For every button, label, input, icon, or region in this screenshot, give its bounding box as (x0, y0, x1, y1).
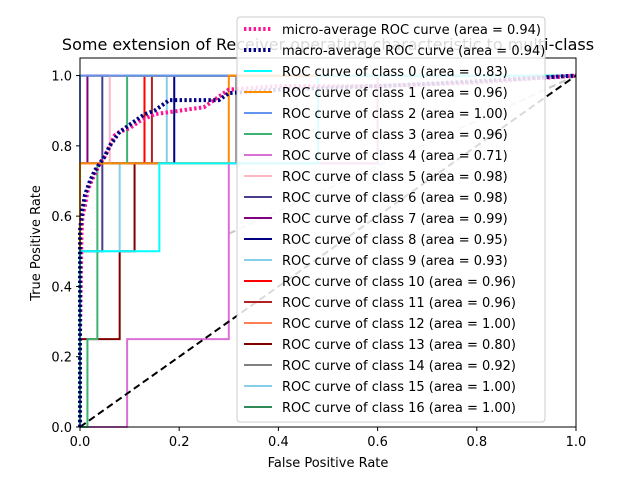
legend-box (236, 16, 546, 423)
y-tick-label: 0.6 (51, 210, 72, 225)
legend-label: ROC curve of class 15 (area = 1.00) (282, 380, 516, 395)
legend-label: ROC curve of class 14 (area = 0.92) (282, 359, 516, 374)
x-tick-label: 0.0 (70, 435, 91, 450)
y-tick-label: 1.0 (51, 70, 72, 85)
roc-curve-macro-average (78, 73, 577, 427)
y-axis-ticks: 0.0 0.2 0.4 0.6 0.8 1.0 (51, 70, 80, 436)
y-tick-label: 0.4 (51, 280, 72, 295)
legend-label: micro-average ROC curve (area = 0.94) (282, 23, 541, 38)
y-tick-label: 0.0 (51, 421, 72, 436)
x-tick-label: 1.0 (566, 435, 587, 450)
legend-label: ROC curve of class 12 (area = 1.00) (282, 317, 516, 332)
legend-label: ROC curve of class 1 (area = 0.96) (282, 86, 508, 101)
legend-label: ROC curve of class 11 (area = 0.96) (282, 296, 516, 311)
legend-label: ROC curve of class 4 (area = 0.71) (282, 149, 508, 164)
legend-label: ROC curve of class 8 (area = 0.95) (282, 233, 508, 248)
x-axis-label: False Positive Rate (268, 456, 389, 471)
legend-label: ROC curve of class 16 (area = 1.00) (282, 401, 516, 416)
legend-label: ROC curve of class 3 (area = 0.96) (282, 128, 508, 143)
x-tick-label: 0.8 (466, 435, 487, 450)
legend-label: ROC curve of class 5 (area = 0.98) (282, 170, 508, 185)
y-tick-label: 0.8 (51, 140, 72, 155)
legend-label: ROC curve of class 7 (area = 0.99) (282, 212, 508, 227)
legend-label: ROC curve of class 13 (area = 0.80) (282, 338, 516, 353)
legend-label: macro-average ROC curve (area = 0.94) (282, 44, 545, 59)
x-tick-label: 0.6 (367, 435, 388, 450)
legend-label: ROC curve of class 2 (area = 1.00) (282, 107, 508, 122)
y-axis-label: True Positive Rate (29, 185, 44, 302)
x-tick-label: 0.2 (169, 435, 190, 450)
legend-label: ROC curve of class 0 (area = 0.83) (282, 65, 508, 80)
x-tick-label: 0.4 (268, 435, 289, 450)
legend: micro-average ROC curve (area = 0.94) mac… (236, 16, 546, 423)
legend-label: ROC curve of class 10 (area = 0.96) (282, 275, 516, 290)
legend-label: ROC curve of class 6 (area = 0.98) (282, 191, 508, 206)
x-axis-ticks: 0.0 0.2 0.4 0.6 0.8 1.0 (70, 427, 587, 450)
legend-label: ROC curve of class 9 (area = 0.93) (282, 254, 508, 269)
y-tick-label: 0.2 (51, 351, 72, 366)
